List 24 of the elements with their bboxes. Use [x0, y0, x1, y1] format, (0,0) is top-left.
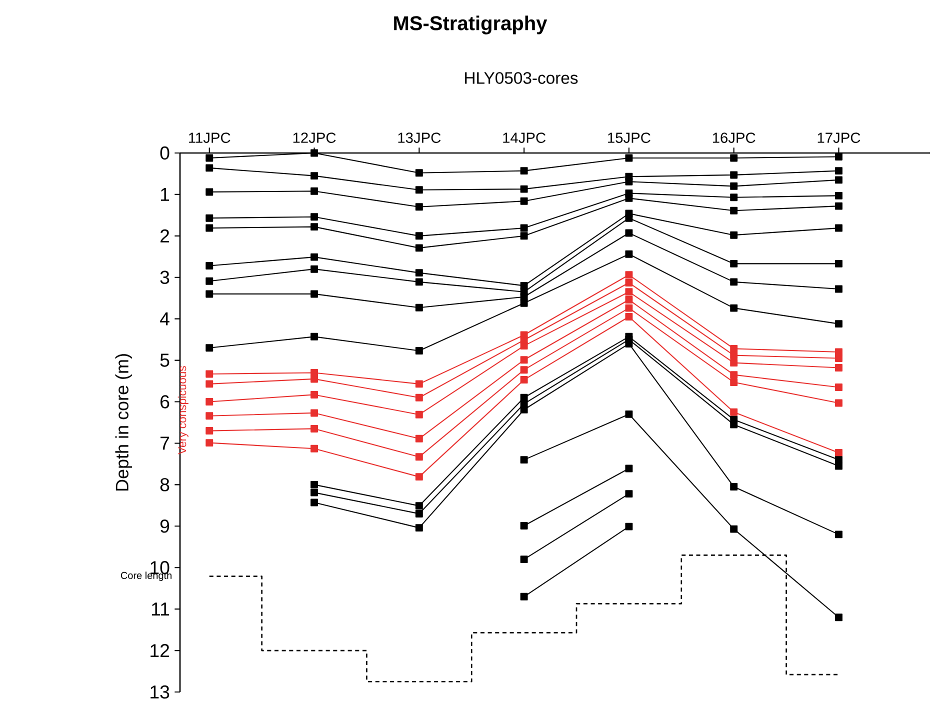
y-tick-label: 13: [150, 685, 170, 699]
y-tick-label: 6: [160, 395, 170, 408]
y-tick-label: 9: [160, 520, 170, 533]
y-tick-label: 11: [152, 602, 170, 616]
x-tick-label: 12JPC: [293, 132, 336, 143]
y-tick-label: 3: [160, 270, 170, 284]
chart-subtitle: HLY0503-cores: [465, 72, 578, 84]
y-tick-label: 7: [160, 436, 170, 450]
y-tick-label: 1: [161, 188, 170, 201]
y-axis-title: Depth in core (m): [115, 354, 132, 491]
annotation: Very conspicuous: [178, 366, 188, 454]
x-tick-label: 15JPC: [608, 132, 650, 143]
y-tick-label: 0: [160, 146, 170, 160]
y-tick-label: 4: [160, 312, 170, 326]
x-tick-label: 17JPC: [818, 132, 860, 143]
x-tick-label: 11JPC: [189, 132, 230, 143]
y-tick-label: 5: [160, 354, 170, 367]
x-tick-label: 14JPC: [503, 132, 546, 143]
y-tick-label: 2: [160, 229, 170, 242]
chart-title: MS-Stratigraphy: [394, 16, 548, 34]
y-tick-label: 8: [160, 478, 170, 492]
x-tick-label: 16JPC: [712, 132, 756, 143]
y-tick-label: 12: [150, 644, 170, 658]
x-tick-label: 13JPC: [398, 132, 441, 143]
